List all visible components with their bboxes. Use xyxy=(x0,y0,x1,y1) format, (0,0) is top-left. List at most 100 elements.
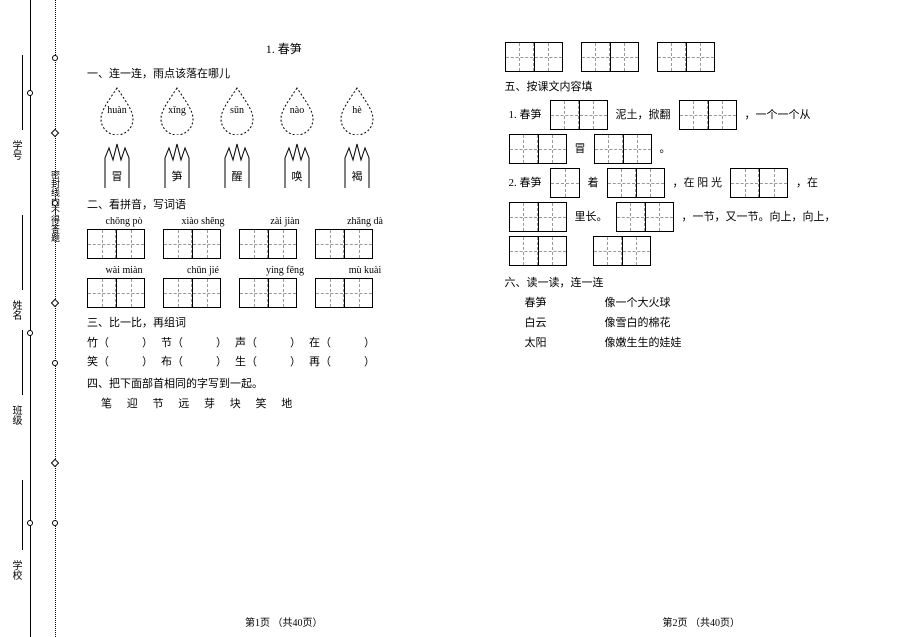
field-label-xuehao: 学号 xyxy=(8,140,23,160)
page-1: 1. 春笋 一、连一连，雨点该落在哪儿 huàn xǐng sǔn nào hè xyxy=(75,0,493,637)
text-frag: 里长。 xyxy=(575,205,608,229)
seal-text: 密封线内不得答题 xyxy=(49,170,62,242)
tianzige-group xyxy=(550,100,608,130)
text-frag: 2. 春笋 xyxy=(509,171,542,195)
match-row: 春笋 像一个大火球 xyxy=(505,294,899,310)
gutter-diamond-icon xyxy=(51,459,59,467)
raindrop: hè xyxy=(333,85,381,135)
match-right: 像一个大火球 xyxy=(605,294,671,310)
q4-chars: 笔 迎 节 远 芽 块 笑 地 xyxy=(101,395,481,411)
pinyin-label: chūn jié xyxy=(161,265,245,276)
text-frag: ，一节，又一节。向上，向上， xyxy=(682,205,836,229)
match-row: 太阳 像嫩生生的娃娃 xyxy=(505,334,899,350)
q5-line4: 里长。 ，一节，又一节。向上，向上， xyxy=(505,200,899,234)
field-underline xyxy=(22,215,23,290)
text-frag: 着 xyxy=(588,171,599,195)
tianzige-group xyxy=(505,42,563,72)
pinyin-label: zài jiàn xyxy=(245,216,325,227)
tianzige-group xyxy=(730,168,788,198)
q4-heading: 四、把下面部首相同的字写到一起。 xyxy=(87,375,481,391)
raindrops-row: huàn xǐng sǔn nào hè xyxy=(87,85,481,135)
tianzige-group xyxy=(607,168,665,198)
pinyin-label: mù kuài xyxy=(325,265,405,276)
tianzige-group xyxy=(87,229,145,259)
char-pair: 声（ ） xyxy=(235,334,301,350)
text-frag: 冒 xyxy=(575,137,586,161)
match-left: 春笋 xyxy=(525,294,605,310)
gutter-circle-icon xyxy=(27,520,33,526)
tianzige-row xyxy=(87,278,481,308)
tianzige-group xyxy=(509,236,567,266)
tianzige-group xyxy=(509,134,567,164)
gutter-circle-icon xyxy=(52,520,58,526)
text-frag: 泥土，掀翻 xyxy=(616,103,671,127)
page-footer: 第2页 （共40页） xyxy=(493,614,911,629)
gutter-dotted-line xyxy=(55,0,56,637)
q5-line2: 冒 。 xyxy=(505,132,899,166)
sprout: 笋 xyxy=(153,138,201,190)
raindrop-pinyin: huàn xyxy=(107,105,126,116)
text-frag: ，一个一个从 xyxy=(745,103,811,127)
sprout: 褐 xyxy=(333,138,381,190)
tianzige-group xyxy=(315,229,373,259)
match-right: 像嫩生生的娃娃 xyxy=(605,334,682,350)
text-frag: 。 xyxy=(660,137,671,161)
gutter-circle-icon xyxy=(52,360,58,366)
q5-line3: 2. 春笋 着 ，在 阳 光 ，在 xyxy=(505,166,899,200)
sprout-char: 笋 xyxy=(172,168,183,184)
page-2: 五、按课文内容填 1. 春笋 泥土，掀翻 ，一个一个从 冒 。 2. 春笋 着 … xyxy=(493,0,911,637)
q5-heading: 五、按课文内容填 xyxy=(505,78,899,94)
raindrop-pinyin: sǔn xyxy=(230,105,244,116)
gutter-circle-icon xyxy=(52,200,58,206)
tianzige-row xyxy=(87,229,481,259)
raindrop: huàn xyxy=(93,85,141,135)
sprouts-row: 冒 笋 醒 唤 褐 xyxy=(87,138,481,190)
raindrop: sǔn xyxy=(213,85,261,135)
tianzige-row xyxy=(505,42,899,72)
text-frag: ，在 xyxy=(796,171,818,195)
sprout-char: 褐 xyxy=(352,168,363,184)
sprout-char: 醒 xyxy=(232,168,243,184)
raindrop-pinyin: xǐng xyxy=(168,105,186,116)
binding-gutter: 学号 姓名 班级 学校 密封线内不得答题 xyxy=(0,0,70,637)
field-label-xuexiao: 学校 xyxy=(8,560,23,580)
tianzige-group xyxy=(581,42,639,72)
pinyin-label: wài miàn xyxy=(87,265,161,276)
pinyin-label: zhǎng dà xyxy=(325,216,405,227)
raindrop-pinyin: nào xyxy=(290,105,304,116)
pair-line: 笑（ ） 布（ ） 生（ ） 再（ ） xyxy=(87,353,481,369)
char-pair: 生（ ） xyxy=(235,353,301,369)
char-pair: 在（ ） xyxy=(309,334,375,350)
sprout-char: 冒 xyxy=(112,168,123,184)
text-frag: ，在 阳 光 xyxy=(673,171,723,195)
q6-heading: 六、读一读，连一连 xyxy=(505,274,899,290)
gutter-diamond-icon xyxy=(51,129,59,137)
tianzige-group xyxy=(239,229,297,259)
sprout: 醒 xyxy=(213,138,261,190)
q3-heading: 三、比一比，再组词 xyxy=(87,314,481,330)
match-row: 白云 像雪白的棉花 xyxy=(505,314,899,330)
q1-heading: 一、连一连，雨点该落在哪儿 xyxy=(87,65,481,81)
field-underline xyxy=(22,55,23,130)
tianzige-group xyxy=(163,278,221,308)
field-underline xyxy=(22,480,23,550)
gutter-circle-icon xyxy=(27,90,33,96)
raindrop: nào xyxy=(273,85,321,135)
tianzige-group xyxy=(616,202,674,232)
field-underline xyxy=(22,330,23,395)
page-footer: 第1页 （共40页） xyxy=(75,614,493,629)
sprout: 冒 xyxy=(93,138,141,190)
tianzige-group xyxy=(239,278,297,308)
char-pair: 布（ ） xyxy=(161,353,227,369)
q2-heading: 二、看拼音，写词语 xyxy=(87,196,481,212)
char-pair: 竹（ ） xyxy=(87,334,153,350)
tianzige-group xyxy=(594,134,652,164)
tianzige-group xyxy=(679,100,737,130)
char-pair: 笑（ ） xyxy=(87,353,153,369)
char-pair: 节（ ） xyxy=(161,334,227,350)
gutter-diamond-icon xyxy=(51,299,59,307)
text-frag: 1. 春笋 xyxy=(509,103,542,127)
tianzige-group xyxy=(315,278,373,308)
tianzige-group xyxy=(509,202,567,232)
match-left: 太阳 xyxy=(525,334,605,350)
